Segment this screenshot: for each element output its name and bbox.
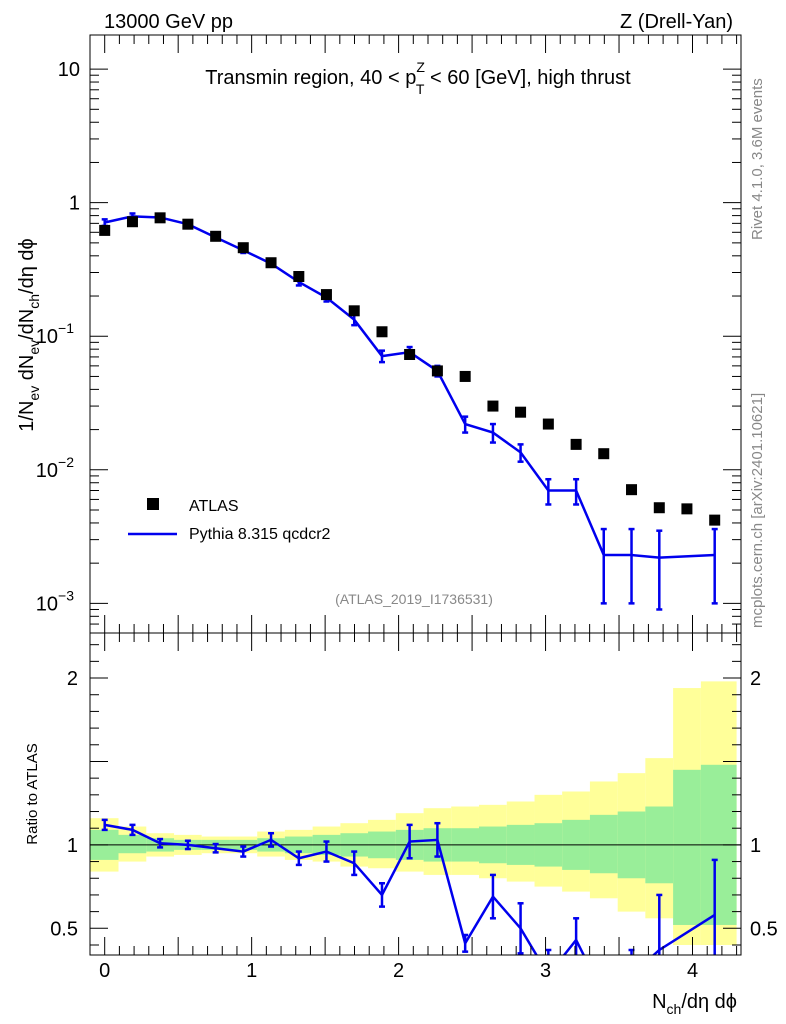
atlas-data-point — [154, 212, 166, 224]
main-frame — [89, 34, 742, 634]
atlas-data-point — [210, 230, 222, 242]
atlas-data-point — [681, 503, 693, 515]
ratio-frame — [89, 632, 742, 956]
ratio-y-tick-label: 0.5 — [50, 918, 78, 940]
atlas-data-point — [515, 406, 527, 418]
ratio-ticks: 0 1 2 3 4 0.5 0.5 1 1 2 2 — [50, 35, 778, 982]
legend-data-marker — [147, 498, 159, 510]
ratio-data-layer — [90, 681, 741, 955]
atlas-data-point — [376, 326, 388, 338]
atlas-data-point — [598, 448, 610, 460]
x-tick-label: 4 — [687, 960, 698, 982]
ratio-y-tick-label: 2 — [67, 668, 78, 690]
atlas-data-point — [459, 370, 471, 382]
main-y-axis-label: 1/Nev dNev/dNch/dη dϕ — [16, 238, 42, 431]
atlas-data-point — [182, 218, 194, 230]
x-axis-label: Nch/dη dϕ — [652, 991, 737, 1017]
mc-line — [104, 215, 715, 559]
ratio-y-tick-label: 0.5 — [750, 918, 778, 940]
ratio-y-tick-label: 1 — [750, 835, 761, 857]
atlas-data-point — [99, 224, 111, 236]
atlas-data-point — [320, 289, 332, 301]
atlas-data-point — [265, 257, 277, 269]
uncertainty-band-green — [118, 834, 147, 854]
x-tick-label: 3 — [540, 960, 551, 982]
y-tick-label: 10−3 — [36, 587, 74, 615]
atlas-data-point — [404, 348, 416, 360]
atlas-data-point — [709, 514, 721, 526]
main-ticks: 10 1 10−1 10−2 10−3 — [36, 59, 741, 634]
x-tick-label: 2 — [393, 960, 404, 982]
ratio-panel: 0 1 2 3 4 0.5 0.5 1 1 2 2 Ratio to ATLAS — [24, 35, 778, 982]
y-tick-label: 10 — [58, 59, 80, 81]
main-panel: 10 1 10−1 10−2 10−3 Transmin region, 40 < pZ… — [16, 34, 742, 634]
ratio-mc-line — [104, 823, 716, 955]
analysis-id: (ATLAS_2019_I1736531) — [335, 591, 493, 607]
atlas-data-point — [293, 271, 305, 283]
source-label: mcplots.cern.ch [arXiv:2401.10621] — [749, 393, 766, 628]
main-data-layer — [99, 212, 721, 611]
legend-data-label: ATLAS — [189, 498, 239, 515]
atlas-data-point — [348, 305, 360, 317]
y-tick-label: 1 — [69, 193, 80, 215]
ratio-mc-group — [101, 818, 718, 955]
atlas-data-point — [431, 365, 443, 377]
atlas-data-point — [237, 242, 249, 254]
process-label: Z (Drell-Yan) — [620, 11, 733, 33]
y-tick-label: 10−1 — [36, 320, 74, 348]
atlas-data-point — [653, 502, 665, 514]
ratio-y-tick-label: 2 — [750, 668, 761, 690]
atlas-data-point — [626, 484, 638, 496]
y-tick-label: 10−2 — [36, 454, 74, 482]
main-title: Transmin region, 40 < pZ T < 60 [GeV], hi… — [205, 59, 631, 97]
energy-label: 13000 GeV pp — [104, 11, 233, 33]
uncertainty-band-green — [589, 814, 618, 874]
rivet-label: Rivet 4.1.0, 3.6M events — [749, 78, 766, 240]
atlas-data-point — [487, 400, 499, 412]
x-tick-label: 0 — [99, 960, 110, 982]
legend-mc-label: Pythia 8.315 qcdcr2 — [189, 526, 331, 543]
atlas-data-point — [126, 216, 138, 228]
ratio-y-tick-label: 1 — [67, 835, 78, 857]
x-tick-label: 1 — [246, 960, 257, 982]
atlas-data-point — [570, 438, 582, 450]
uncertainty-band-green — [673, 769, 701, 925]
ratio-y-axis-label: Ratio to ATLAS — [24, 743, 41, 844]
atlas-data-point — [542, 418, 554, 430]
